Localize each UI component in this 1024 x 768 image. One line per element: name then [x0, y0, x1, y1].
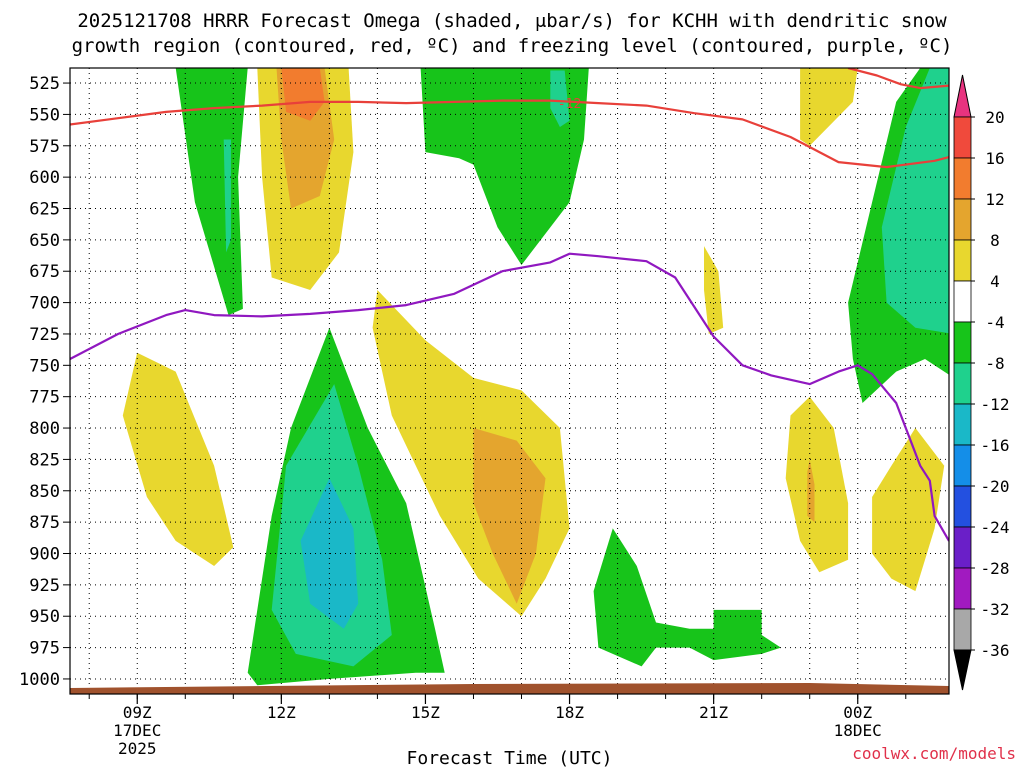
omega-region-orange-blob-1700z [473, 428, 546, 604]
colorbar-bin-20 [953, 116, 972, 159]
y-tick-label-850: 850 [29, 482, 60, 502]
colorbar-bin--32 [953, 608, 972, 651]
colorbar-label-20: 20 [985, 108, 1004, 127]
colorbar-label--16: -16 [981, 436, 1010, 455]
colorbar-bin-12 [953, 198, 972, 241]
omega-region-teal-column-0130z [881, 68, 949, 334]
x-tick-label-09Z-1: 17DEC [113, 721, 161, 740]
y-tick-label-775: 775 [29, 388, 60, 408]
y-tick-label-525: 525 [29, 74, 60, 94]
colorbar-bin--4 [953, 321, 972, 364]
y-tick-label-825: 825 [29, 450, 60, 470]
y-tick-label-650: 650 [29, 231, 60, 251]
plot-frame [69, 67, 950, 695]
colorbar-label--12: -12 [981, 395, 1010, 414]
colorbar-bin-16 [953, 157, 972, 200]
colorbar-label--24: -24 [981, 518, 1010, 537]
x-tick-label-00Z-0: 00Z [843, 703, 872, 722]
y-tick-label-800: 800 [29, 419, 60, 439]
omega-region-yellow-sliver-2100z [704, 246, 724, 334]
omega-region-yellow-blob-2300z [785, 396, 849, 573]
y-tick-label-625: 625 [29, 200, 60, 220]
y-tick-label-700: 700 [29, 294, 60, 314]
omega-region-cyan-tip-1745z [550, 70, 570, 127]
colorbar-label-8: 8 [990, 231, 1000, 250]
omega-region-green-column-0930z [175, 68, 248, 316]
colorbar-label--20: -20 [981, 477, 1010, 496]
x-tick-label-18Z-0: 18Z [555, 703, 584, 722]
colorbar-bin--24 [953, 526, 972, 569]
colorbar-bin--12 [953, 403, 972, 446]
y-tick-label-925: 925 [29, 576, 60, 596]
colorbar-label--8: -8 [985, 354, 1004, 373]
omega-region-yellow-blob-0900z [122, 352, 234, 566]
colorbar-label-16: 16 [985, 149, 1004, 168]
colorbar-label--28: -28 [981, 559, 1010, 578]
colorbar-bottom-arrow [953, 649, 972, 691]
colorbar-bin--8 [953, 362, 972, 405]
colorbar-label--36: -36 [981, 641, 1010, 660]
omega-region-darkorange-top-1230z [281, 68, 325, 121]
omega-region-cyan-streak-1045z [223, 139, 231, 253]
colorbar-bin--16 [953, 444, 972, 487]
y-tick-label-550: 550 [29, 105, 60, 125]
y-tick-label-600: 600 [29, 168, 60, 188]
colorbar-bin-8 [953, 239, 972, 282]
colorbar-bin-4 [953, 280, 972, 323]
colorbar-label-4: 4 [990, 272, 1000, 291]
y-tick-label-950: 950 [29, 607, 60, 627]
chart-title-line-1: 2025121708 HRRR Forecast Omega (shaded, … [77, 10, 947, 32]
contour-freezing-level-0C [70, 252, 949, 542]
x-tick-label-15Z-0: 15Z [411, 703, 440, 722]
y-tick-label-575: 575 [29, 137, 60, 157]
site-credit[interactable]: coolwx.com/models [852, 744, 1016, 763]
colorbar-label--4: -4 [985, 313, 1004, 332]
y-tick-label-725: 725 [29, 325, 60, 345]
y-tick-label-875: 875 [29, 513, 60, 533]
omega-region-green-blob-1930z [593, 528, 781, 667]
x-tick-label-21Z-0: 21Z [699, 703, 728, 722]
colorbar-label-12: 12 [985, 190, 1004, 209]
surface-terrain [70, 683, 949, 694]
x-axis-title: Forecast Time (UTC) [407, 748, 613, 768]
x-tick-label-09Z-0: 09Z [123, 703, 152, 722]
contour-label-dendritic-growth-minus12C: -12 [558, 97, 581, 112]
colorbar-bin--20 [953, 485, 972, 528]
x-tick-label-12Z-0: 12Z [267, 703, 296, 722]
chart-title-line-2: growth region (contoured, red, ºC) and f… [71, 35, 953, 57]
y-tick-label-900: 900 [29, 544, 60, 564]
y-tick-label-975: 975 [29, 639, 60, 659]
y-tick-label-750: 750 [29, 356, 60, 376]
contour-dendritic-growth-minus12C [70, 99, 949, 169]
x-tick-label-00Z-1: 18DEC [834, 721, 882, 740]
omega-region-green-column-1700z [420, 68, 589, 265]
colorbar-label--32: -32 [981, 600, 1010, 619]
omega-region-yellow-top-2200z [800, 68, 858, 146]
y-tick-label-1000: 1000 [19, 670, 60, 690]
x-tick-label-09Z-2: 2025 [118, 739, 157, 758]
omega-region-yellow-blob-0100z [872, 428, 945, 592]
contour-dendritic-top-minus18C [847, 68, 949, 90]
colorbar-top-arrow [953, 74, 972, 118]
colorbar-bin--28 [953, 567, 972, 610]
y-tick-label-675: 675 [29, 262, 60, 282]
